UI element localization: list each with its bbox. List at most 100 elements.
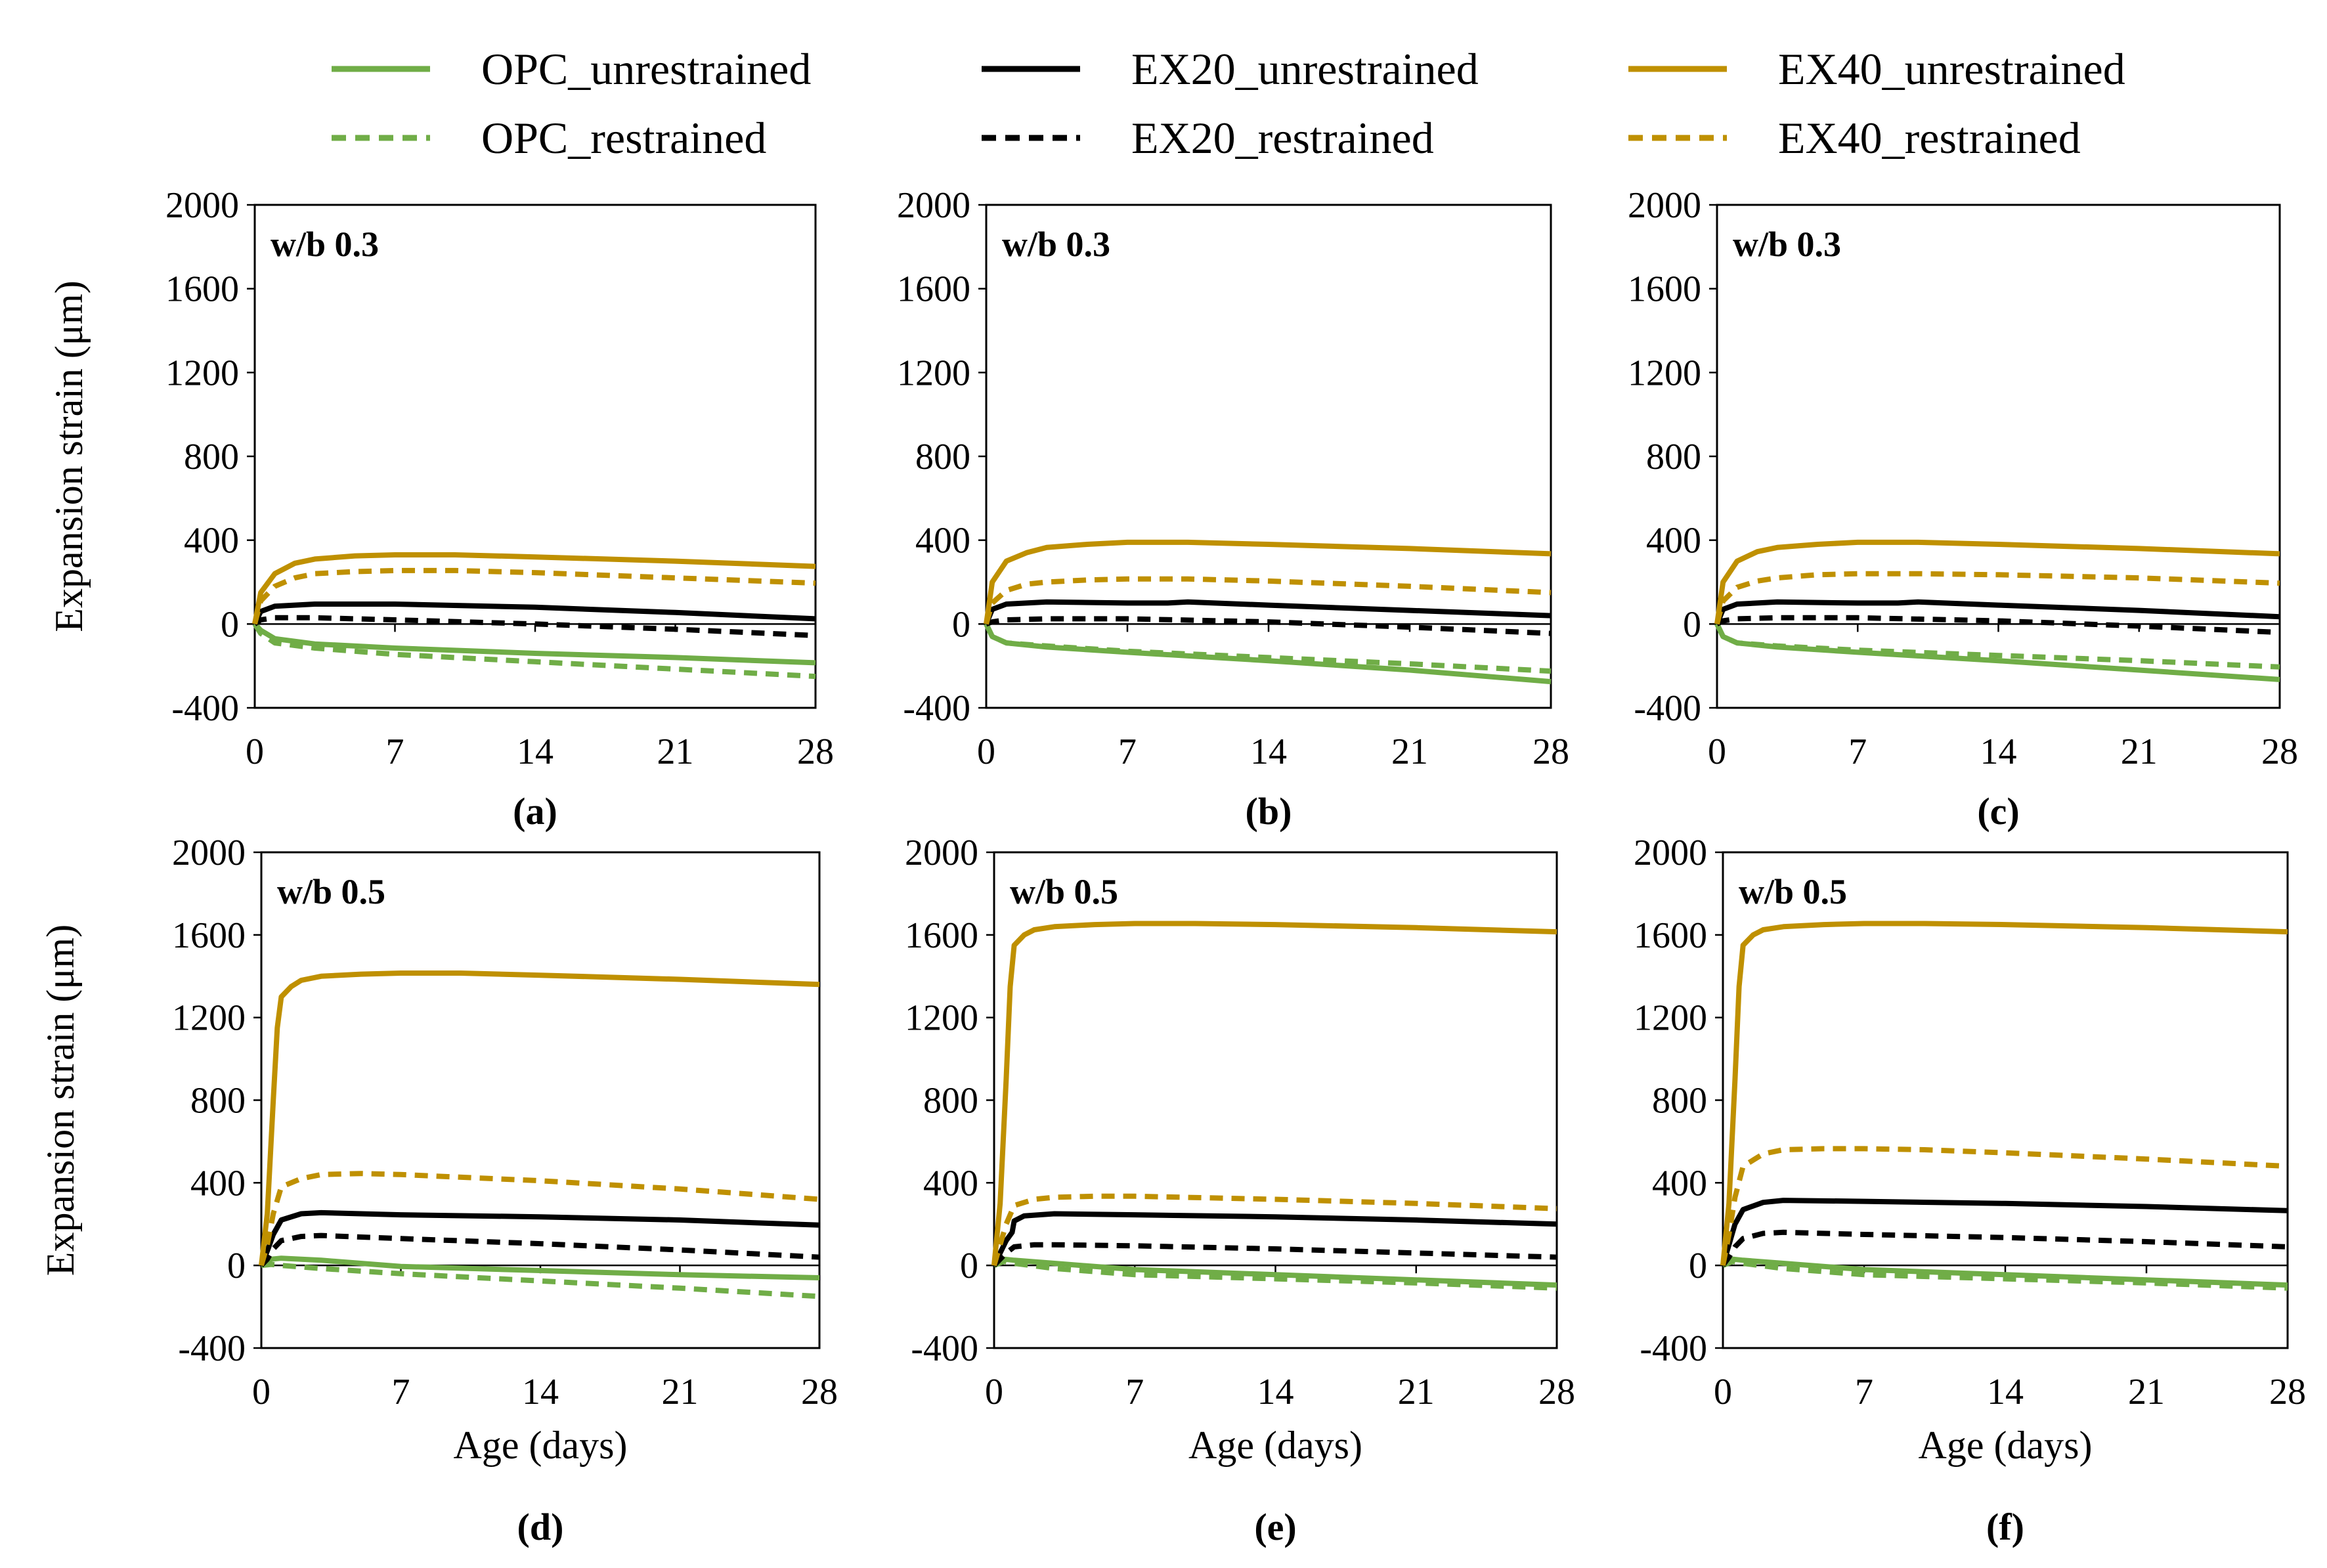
plot-frame: [985, 204, 1552, 709]
legend: OPC_unrestrained EX20_unrestrained EX40_un…: [332, 44, 2125, 163]
series-line-EX40_unrestrained: [1714, 539, 2280, 624]
series-line-EX20_restrained: [253, 615, 816, 638]
y-tick-label: -400: [1634, 688, 1701, 729]
y-tick-label: 1200: [897, 353, 970, 393]
y-tick-label: 800: [923, 1081, 978, 1122]
series-line-EX20_restrained: [992, 1242, 1557, 1267]
x-tick-label: 21: [2128, 1372, 2165, 1412]
x-tick-label: 0: [1714, 1372, 1732, 1412]
plot-frame: [1716, 204, 2281, 709]
x-tick-label: 14: [522, 1372, 559, 1412]
panel-label: (f): [1986, 1506, 2024, 1548]
legend-item-EX40_restrained: EX40_restrained: [1628, 113, 2081, 163]
series-line-OPC_restrained: [261, 1261, 820, 1299]
series-line-EX20_unrestrained: [984, 599, 1552, 625]
x-tick-label: 14: [1257, 1372, 1294, 1412]
y-tick-label: 800: [915, 437, 970, 477]
y-tick-label: 400: [190, 1163, 246, 1204]
legend-label-EX40_unrestrained: EX40_unrestrained: [1778, 44, 2125, 94]
y-tick-label: 800: [184, 437, 239, 477]
wb-annotation: w/b 0.3: [271, 225, 379, 264]
x-tick-label: 28: [797, 731, 834, 772]
series-line-OPC_unrestrained: [259, 1255, 820, 1280]
y-tick-label: 2000: [897, 185, 970, 226]
series-line-OPC_restrained: [1714, 622, 2280, 670]
legend-label-OPC_unrestrained: OPC_unrestrained: [481, 44, 811, 94]
series-line-EX40_restrained: [991, 1193, 1557, 1267]
y-tick-label: -400: [178, 1328, 246, 1369]
series-line-EX20_unrestrained: [1714, 599, 2280, 625]
y-tick-label: 0: [952, 604, 970, 645]
series-line-EX40_restrained: [984, 576, 1552, 625]
x-axis-label: Age (days): [1188, 1424, 1362, 1467]
y-tick-label: 1200: [905, 998, 978, 1039]
x-tick-label: 0: [977, 731, 995, 772]
x-tick-label: 21: [1398, 1372, 1435, 1412]
x-tick-label: 21: [657, 731, 694, 772]
x-axis-label: Age (days): [454, 1424, 628, 1467]
y-tick-label: 1200: [165, 353, 239, 393]
series-line-EX40_restrained: [252, 567, 816, 625]
y-tick-label: 2000: [905, 833, 978, 873]
y-tick-label: -400: [911, 1328, 978, 1369]
wb-annotation: w/b 0.5: [1010, 872, 1118, 911]
y-tick-label: 0: [227, 1246, 246, 1286]
y-tick-label: 400: [923, 1163, 978, 1204]
y-axis-label: Expansion strain (μm): [47, 280, 91, 632]
y-tick-label: 800: [190, 1081, 246, 1122]
legend-item-EX20_restrained: EX20_restrained: [982, 113, 1434, 163]
series-line-OPC_restrained: [252, 622, 816, 680]
legend-item-EX20_unrestrained: EX20_unrestrained: [982, 44, 1479, 94]
x-tick-label: 14: [517, 731, 554, 772]
x-tick-label: 21: [2121, 731, 2158, 772]
series-line-EX40_restrained: [1720, 1146, 2288, 1266]
panel-label: (c): [1977, 790, 2019, 833]
x-tick-label: 0: [246, 731, 264, 772]
series-line-EX20_restrained: [985, 616, 1552, 636]
y-tick-label: 2000: [165, 185, 239, 226]
x-tick-label: 28: [1533, 731, 1569, 772]
wb-annotation: w/b 0.3: [1002, 225, 1110, 264]
y-tick-label: -400: [171, 688, 239, 729]
series-line-EX40_restrained: [1714, 571, 2280, 625]
y-tick-label: -400: [903, 688, 970, 729]
series-line-EX20_unrestrained: [259, 1209, 820, 1267]
legend-item-OPC_restrained: OPC_restrained: [332, 113, 766, 163]
series-line-EX20_restrained: [1716, 615, 2280, 636]
y-tick-label: 0: [221, 604, 239, 645]
x-tick-label: 0: [1708, 731, 1726, 772]
y-tick-label: 400: [915, 521, 970, 561]
x-tick-label: 14: [1980, 731, 2017, 772]
series-line-EX20_restrained: [1720, 1229, 2288, 1267]
legend-item-OPC_unrestrained: OPC_unrestrained: [332, 44, 811, 94]
y-tick-label: 2000: [1628, 185, 1701, 226]
y-tick-label: 1600: [165, 269, 239, 310]
series-line-EX40_unrestrained: [252, 552, 816, 625]
wb-annotation: w/b 0.5: [277, 872, 385, 911]
x-tick-label: 21: [662, 1372, 699, 1412]
x-tick-label: 7: [386, 731, 404, 772]
x-tick-label: 14: [1250, 731, 1287, 772]
x-tick-label: 21: [1391, 731, 1428, 772]
y-tick-label: 1600: [1634, 915, 1707, 956]
y-tick-label: 1600: [1628, 269, 1701, 310]
series-line-OPC_restrained: [1722, 1258, 2288, 1291]
panel-label: (b): [1246, 790, 1292, 833]
x-tick-label: 7: [1125, 1372, 1144, 1412]
x-tick-label: 7: [392, 1372, 410, 1412]
series-line-EX20_unrestrained: [991, 1211, 1557, 1267]
series-line-OPC_unrestrained: [253, 622, 816, 666]
series-line-EX40_unrestrained: [991, 921, 1557, 1266]
wb-annotation: w/b 0.5: [1739, 872, 1847, 911]
panel-label: (e): [1254, 1506, 1296, 1548]
panel-label: (a): [513, 790, 557, 833]
y-axis-label: Expansion strain (μm): [39, 925, 82, 1276]
y-tick-label: 1200: [1628, 353, 1701, 393]
x-tick-label: 28: [1538, 1372, 1575, 1412]
y-tick-label: 0: [1683, 604, 1701, 645]
series-line-OPC_unrestrained: [984, 622, 1552, 685]
